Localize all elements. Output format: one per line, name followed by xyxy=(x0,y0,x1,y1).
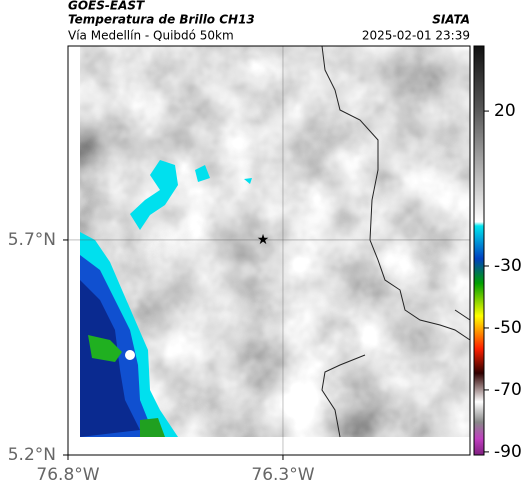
subtitle: Vía Medellín - Quibdó 50km xyxy=(68,29,234,43)
brand: SIATA xyxy=(432,13,470,27)
colorbar-tick-label: 20 xyxy=(494,101,516,121)
y-tick-label: 5.7°N xyxy=(8,230,56,250)
colorbar-tick-label: -30 xyxy=(494,256,522,276)
timestamp: 2025-02-01 23:39 xyxy=(362,29,470,43)
cold-clouds xyxy=(80,160,252,437)
colorbar-tick-label: -90 xyxy=(494,442,522,462)
title: Temperatura de Brillo CH13 xyxy=(68,13,255,27)
frame xyxy=(67,45,471,456)
location-star: ★ xyxy=(257,232,270,248)
y-tick-label: 5.2°N xyxy=(8,445,56,465)
x-tick-label: 76.8°W xyxy=(36,465,99,485)
colorbar-tick-label: -50 xyxy=(494,318,522,338)
colorbar-tick-label: -70 xyxy=(494,380,522,400)
x-tick-label: 76.3°W xyxy=(251,465,314,485)
colorbar xyxy=(473,45,485,456)
source: GOES-EAST xyxy=(68,0,145,13)
